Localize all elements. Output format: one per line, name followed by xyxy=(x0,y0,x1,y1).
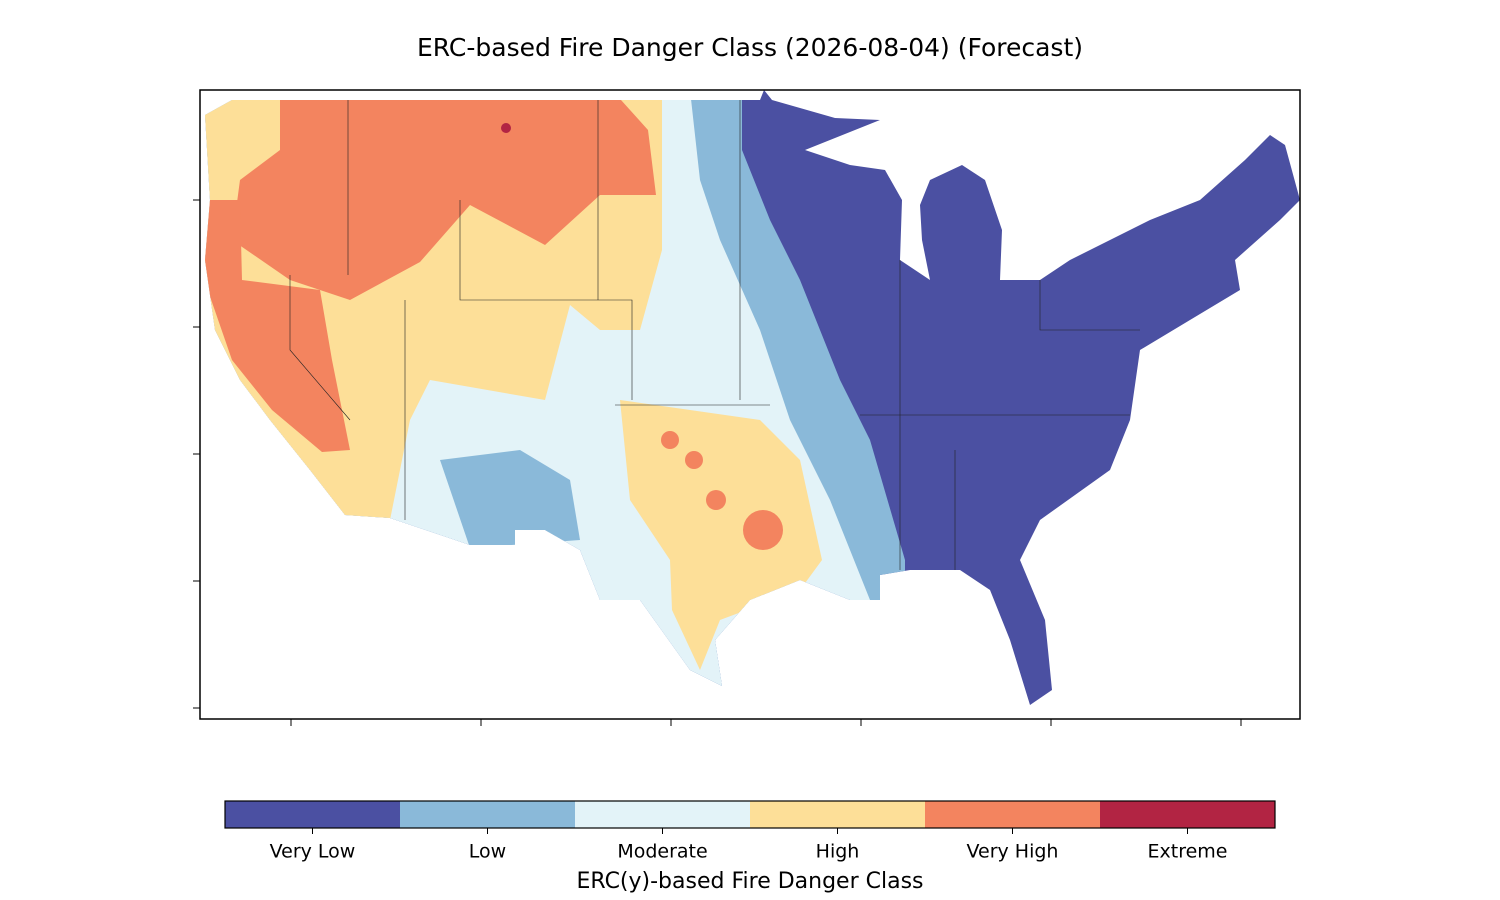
map-frame xyxy=(199,89,1301,720)
colorbar-swatch xyxy=(750,801,926,828)
zone-high xyxy=(620,400,822,670)
colorbar-frame xyxy=(224,800,1276,829)
colorbar-swatch xyxy=(575,801,751,828)
zone-very-high xyxy=(685,451,703,469)
axis-ticks xyxy=(193,199,1242,726)
fire-danger-map xyxy=(205,90,1300,705)
colorbar-class-label: Moderate xyxy=(617,841,707,863)
zone-very-high xyxy=(232,90,656,300)
zone-very-high xyxy=(706,490,726,510)
zone-low xyxy=(440,450,580,548)
colorbar-class-label: Very High xyxy=(967,841,1059,863)
colorbar-swatch xyxy=(400,801,576,828)
colorbar-swatch xyxy=(925,801,1101,828)
colorbar-swatch xyxy=(225,801,401,828)
zone-very-high xyxy=(661,431,679,449)
colorbar-class-label: Very Low xyxy=(270,841,356,863)
zone-very-high xyxy=(205,200,350,452)
state-borders xyxy=(289,100,1140,570)
colorbar-class-label: High xyxy=(816,841,860,863)
colorbar-class-label: Extreme xyxy=(1148,841,1228,863)
zone-very-high xyxy=(743,510,783,550)
colorbar: Very Low Low Moderate High Very High Extreme xyxy=(224,800,1276,863)
colorbar-class-label: Low xyxy=(469,841,506,863)
map-title: ERC-based Fire Danger Class (2026-08-04)… xyxy=(417,33,1083,62)
colorbar-swatch xyxy=(1100,801,1276,828)
zone-extreme xyxy=(501,123,511,133)
colorbar-label: ERC(y)-based Fire Danger Class xyxy=(576,869,923,894)
